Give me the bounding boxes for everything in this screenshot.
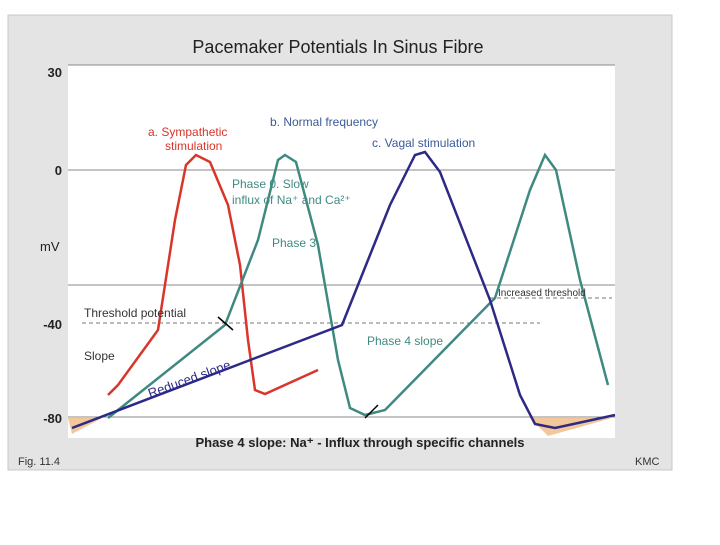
label: Threshold potential bbox=[84, 306, 186, 320]
label: Slope bbox=[84, 349, 115, 363]
tick-label: -40 bbox=[43, 317, 62, 332]
grid bbox=[68, 64, 615, 418]
unit: mV bbox=[40, 239, 60, 254]
caption: Phase 4 slope: Na⁺ - Influx through spec… bbox=[195, 435, 524, 450]
label: a. Sympathetic bbox=[148, 125, 227, 139]
title: Pacemaker Potentials In Sinus Fibre bbox=[192, 37, 483, 57]
tick-label: 30 bbox=[48, 65, 62, 80]
tick-label: -80 bbox=[43, 411, 62, 426]
marker bbox=[364, 404, 379, 419]
label: Phase 0. Slow bbox=[232, 177, 309, 191]
figure-number: Fig. 11.4 bbox=[18, 456, 60, 468]
label: Phase 3 bbox=[272, 236, 316, 250]
credit: KMC bbox=[635, 456, 660, 468]
label: Increased threshold bbox=[498, 288, 586, 299]
label: c. Vagal stimulation bbox=[372, 136, 475, 150]
label: b. Normal frequency bbox=[270, 115, 378, 129]
sympathetic-curve bbox=[107, 153, 319, 396]
tick-label: 0 bbox=[55, 163, 62, 178]
vagal-curve bbox=[71, 150, 616, 430]
marker bbox=[217, 316, 234, 331]
area bbox=[68, 418, 102, 434]
normal-curve bbox=[107, 152, 610, 419]
label: influx of Na⁺ and Ca²⁺ bbox=[232, 193, 351, 207]
area bbox=[530, 418, 612, 436]
label: Phase 4 slope bbox=[367, 334, 443, 348]
label: stimulation bbox=[165, 139, 222, 153]
